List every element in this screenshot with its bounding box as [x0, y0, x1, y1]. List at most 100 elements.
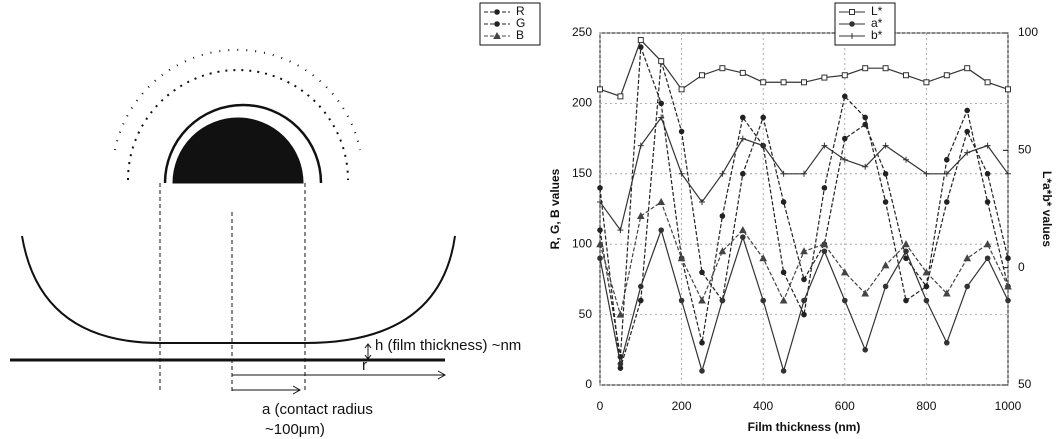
r-arrow — [232, 370, 447, 380]
marker — [616, 310, 625, 318]
marker — [821, 248, 828, 255]
marker — [494, 21, 500, 27]
marker — [984, 79, 991, 86]
marker — [719, 297, 726, 304]
marker — [739, 69, 746, 76]
marker — [699, 72, 705, 79]
series-line — [599, 38, 1009, 98]
marker — [801, 276, 807, 283]
marker — [964, 107, 971, 114]
marker — [638, 297, 644, 304]
marker — [597, 185, 603, 191]
marker — [842, 93, 848, 100]
legend-label: b* — [871, 28, 883, 42]
marker — [964, 65, 971, 72]
marker — [840, 268, 849, 276]
marker — [780, 368, 787, 374]
marker — [821, 74, 828, 81]
marker — [821, 185, 828, 191]
marker — [923, 79, 930, 86]
a-arrow — [232, 385, 302, 395]
y-tick-label: 100 — [572, 236, 592, 250]
legend-label: L* — [871, 4, 883, 18]
legend-label: B — [516, 28, 524, 42]
marker — [801, 79, 807, 86]
marker — [942, 289, 951, 297]
legend-label: a* — [871, 16, 883, 30]
marker — [984, 171, 991, 177]
series-line — [599, 46, 1009, 357]
marker — [719, 65, 726, 72]
marker — [657, 197, 666, 205]
marker — [849, 9, 855, 15]
film-label: h (film thickness) ~nm — [375, 337, 521, 354]
marker — [658, 58, 665, 65]
marker — [597, 255, 603, 262]
marker — [494, 9, 500, 15]
marker — [760, 114, 767, 121]
marker — [699, 269, 705, 276]
x-axis-label: Film thickness (nm) — [748, 420, 861, 434]
marker — [493, 31, 501, 39]
marker — [760, 142, 767, 149]
marker — [882, 142, 889, 149]
marker — [922, 268, 931, 276]
marker — [636, 211, 645, 220]
marker — [984, 142, 991, 149]
contact-size: ~100μm) — [265, 421, 325, 438]
marker — [862, 347, 869, 353]
marker — [759, 254, 768, 262]
marker — [658, 227, 665, 233]
marker — [943, 72, 950, 79]
x-tick-label: 600 — [835, 399, 855, 413]
marker — [881, 261, 890, 269]
y-tick-label: 200 — [572, 96, 592, 110]
marker — [1005, 86, 1011, 93]
marker — [821, 142, 828, 149]
marker — [780, 199, 787, 205]
marker — [637, 142, 644, 149]
marker — [842, 135, 848, 142]
y2-tick-label: 100 — [1018, 25, 1038, 39]
marker — [964, 149, 971, 156]
marker — [984, 255, 991, 262]
marker — [862, 163, 869, 170]
marker — [801, 311, 807, 318]
marker — [1005, 297, 1011, 304]
legend-label: R — [516, 4, 525, 18]
marker — [738, 226, 747, 234]
marker — [740, 234, 746, 240]
marker — [882, 283, 889, 290]
marker — [677, 254, 686, 262]
marker — [964, 283, 971, 290]
marker — [678, 170, 685, 177]
marker — [617, 227, 624, 234]
y2-tick-label: 50 — [1018, 377, 1032, 391]
marker — [862, 121, 869, 128]
marker — [719, 170, 726, 177]
marker — [699, 339, 705, 346]
marker — [740, 114, 746, 121]
marker — [944, 339, 950, 346]
x-tick-label: 400 — [753, 399, 773, 413]
x-tick-label: 800 — [916, 399, 936, 413]
marker — [780, 79, 787, 86]
marker — [984, 199, 991, 205]
marker — [849, 33, 855, 39]
marker — [903, 297, 909, 304]
marker — [902, 240, 910, 248]
marker — [882, 65, 889, 72]
marker — [596, 240, 604, 248]
marker — [923, 170, 930, 177]
marker — [597, 227, 603, 233]
marker — [841, 156, 848, 163]
marker — [617, 93, 624, 100]
marker — [964, 128, 971, 135]
marker — [637, 37, 644, 44]
contact-diagram — [10, 48, 456, 395]
marker — [658, 100, 665, 107]
marker — [658, 114, 665, 121]
contact-label: a (contact radius — [262, 401, 373, 418]
marker — [780, 170, 787, 177]
